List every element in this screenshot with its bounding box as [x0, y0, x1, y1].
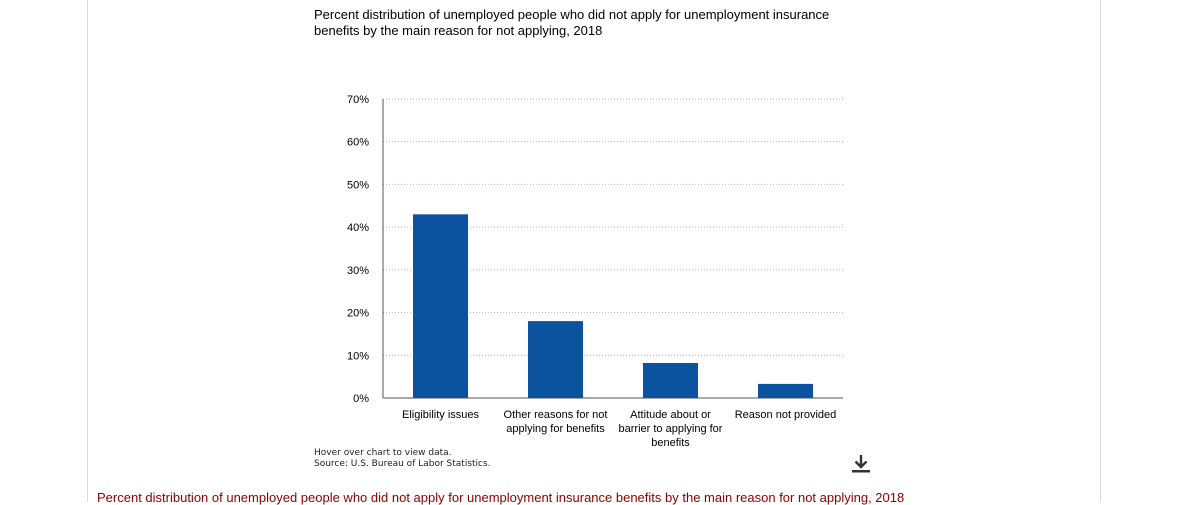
bar[interactable]: Reason not provided: 3.3%: [758, 383, 813, 398]
y-tick-label: 0%: [353, 393, 369, 405]
bar[interactable]: Other reasons for not applying for benef…: [528, 321, 583, 398]
y-tick-label: 70%: [347, 94, 369, 106]
x-category-label: Eligibility issues: [402, 409, 480, 421]
y-tick-label: 10%: [347, 350, 369, 362]
source-note: Source: U.S. Bureau of Labor Statistics.: [314, 459, 491, 469]
x-category-label: barrier to applying for: [619, 423, 723, 435]
y-tick-label: 50%: [347, 179, 369, 191]
y-tick-label: 30%: [347, 265, 369, 277]
bar[interactable]: Attitude about or barrier to applying fo…: [643, 362, 698, 398]
x-category-label: Other reasons for not: [504, 409, 608, 421]
x-category-label: Reason not provided: [735, 409, 837, 421]
x-category-label: applying for benefits: [506, 423, 605, 435]
y-tick-label: 40%: [347, 222, 369, 234]
y-tick-label: 60%: [347, 137, 369, 149]
bar[interactable]: Eligibility issues: 43%: [413, 214, 468, 398]
chart-title: Percent distribution of unemployed peopl…: [314, 7, 830, 38]
y-tick-label: 20%: [347, 308, 369, 320]
chart-caption: Percent distribution of unemployed peopl…: [97, 490, 905, 505]
hover-note: Hover over chart to view data.: [314, 448, 452, 458]
content-frame: [87, 0, 1101, 502]
x-category-label: benefits: [651, 437, 690, 449]
x-category-label: Attitude about or: [630, 409, 711, 421]
download-icon[interactable]: [850, 453, 872, 475]
